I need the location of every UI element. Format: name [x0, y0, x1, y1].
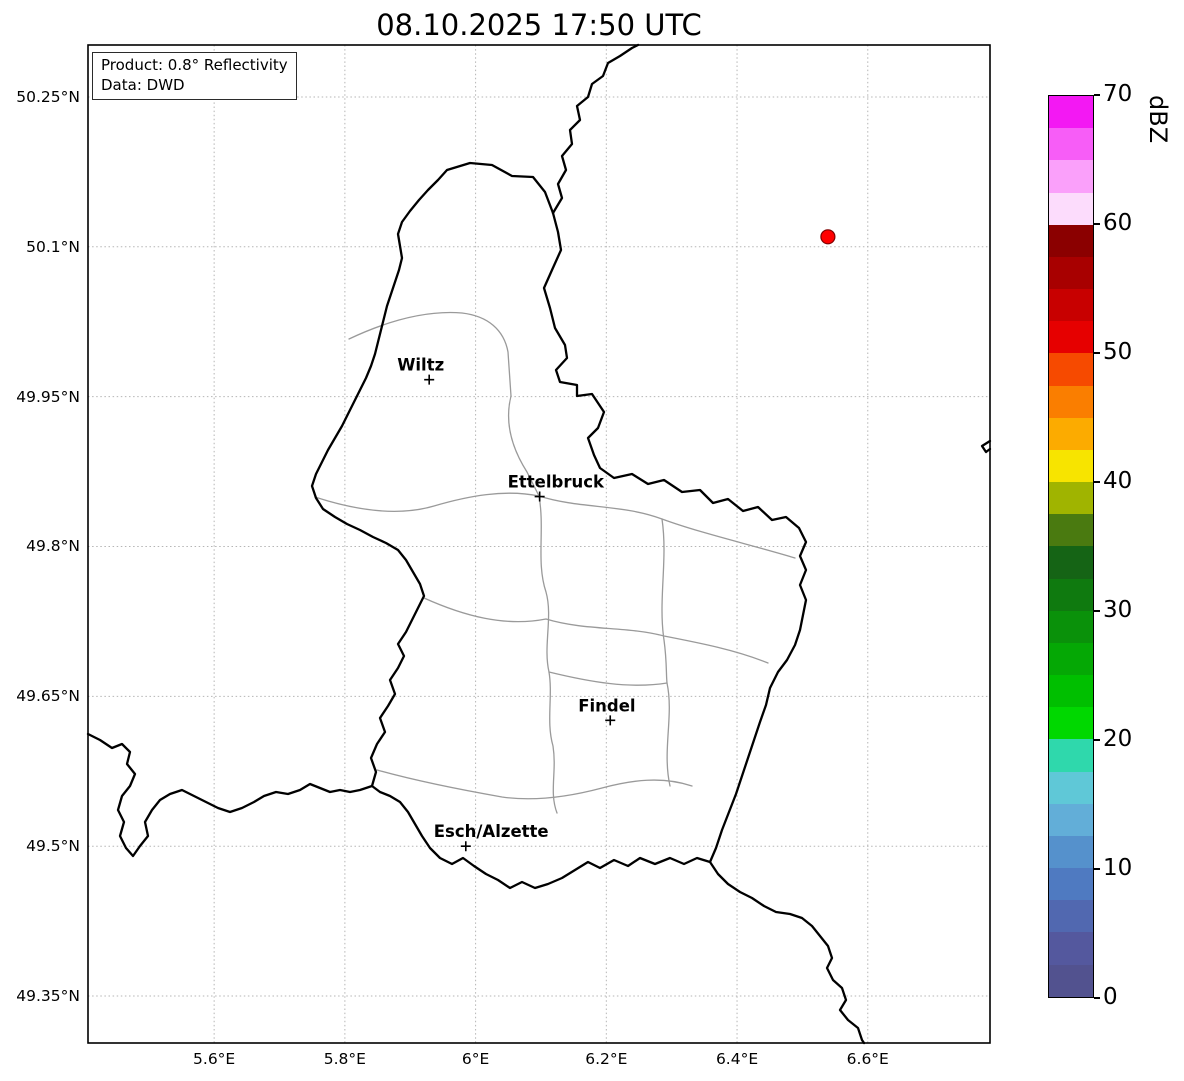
colorbar-tick	[1094, 868, 1100, 870]
colorbar-tick	[1094, 94, 1100, 96]
colorbar-tick	[1094, 481, 1100, 483]
colorbar-band	[1049, 610, 1093, 643]
colorbar-tick-label: 40	[1103, 468, 1133, 494]
colorbar-band	[1049, 96, 1093, 129]
colorbar-tick-label: 60	[1103, 210, 1133, 236]
x-axis-tick-label: 6.6°E	[846, 1050, 889, 1068]
colorbar-band	[1049, 128, 1093, 161]
district-border-line	[548, 671, 668, 686]
colorbar-band	[1049, 803, 1093, 836]
y-axis-tick-label: 49.65°N	[16, 687, 80, 706]
x-axis-tick-label: 5.8°E	[323, 1050, 366, 1068]
city-label: Ettelbruck	[508, 473, 605, 492]
city-label: Findel	[578, 696, 635, 715]
y-axis-tick-label: 49.5°N	[26, 837, 80, 856]
city-label: Esch/Alzette	[434, 822, 549, 841]
colorbar-band	[1049, 675, 1093, 708]
colorbar-tick	[1094, 352, 1100, 354]
belgium-france-border	[86, 732, 374, 858]
colorbar-band	[1049, 192, 1093, 225]
colorbar-tick-label: 70	[1103, 81, 1133, 107]
x-axis-tick-label: 5.6°E	[193, 1050, 236, 1068]
info-product-line: Product: 0.8° Reflectivity	[101, 56, 288, 74]
x-axis-tick-label: 6.2°E	[585, 1050, 628, 1068]
y-axis-tick-label: 50.1°N	[26, 237, 80, 256]
colorbar-tick-label: 0	[1103, 984, 1118, 1010]
info-box: Product: 0.8° Reflectivity Data: DWD	[92, 52, 297, 100]
country-borders	[86, 43, 992, 1045]
colorbar-band	[1049, 964, 1093, 997]
colorbar-band	[1049, 900, 1093, 933]
colorbar-band	[1049, 160, 1093, 193]
x-axis-tick-label: 6°E	[461, 1050, 490, 1068]
colorbar	[1048, 95, 1094, 998]
district-border-line	[423, 597, 769, 664]
colorbar-band	[1049, 514, 1093, 547]
city-label: Wiltz	[397, 356, 444, 375]
colorbar-band	[1049, 385, 1093, 418]
colorbar-band	[1049, 353, 1093, 386]
info-source-line: Data: DWD	[101, 76, 185, 94]
border-edge-fragment	[980, 439, 992, 454]
district-border-line	[661, 518, 671, 787]
page-title: 08.10.2025 17:50 UTC	[376, 8, 702, 42]
y-axis-tick-label: 49.8°N	[26, 537, 80, 556]
district-border-line	[348, 311, 512, 397]
colorbar-band	[1049, 771, 1093, 804]
y-axis-tick-label: 50.25°N	[16, 87, 80, 106]
district-border-line	[507, 395, 540, 497]
district-border-line	[314, 492, 540, 512]
city-marker	[424, 374, 435, 385]
y-axis-tick-label: 49.35°N	[16, 987, 80, 1006]
colorbar-tick	[1094, 223, 1100, 225]
colorbar-band	[1049, 224, 1093, 257]
district-border-line	[538, 495, 796, 559]
colorbar-tick-label: 50	[1103, 339, 1133, 365]
luxembourg-border	[310, 161, 808, 890]
colorbar-band	[1049, 642, 1093, 676]
colorbar-tick-label: 20	[1103, 726, 1133, 752]
district-border-line	[538, 495, 558, 814]
y-axis-tick-label: 49.95°N	[16, 387, 80, 406]
colorbar-band	[1049, 739, 1093, 772]
grid-layer	[88, 45, 990, 1043]
colorbar-tick-label: 30	[1103, 597, 1133, 623]
colorbar-tick	[1094, 610, 1100, 612]
colorbar-band	[1049, 546, 1093, 579]
colorbar-tick	[1094, 997, 1100, 999]
belgium-germany-border	[551, 43, 640, 215]
colorbar-title: dBZ	[1144, 95, 1172, 144]
colorbar-band	[1049, 289, 1093, 322]
radar-site-dot	[820, 229, 836, 245]
france-germany-border	[708, 860, 866, 1045]
colorbar-band	[1049, 321, 1093, 354]
district-border-line	[376, 769, 693, 800]
colorbar-band	[1049, 417, 1093, 450]
colorbar-tick	[1094, 739, 1100, 741]
colorbar-band	[1049, 868, 1093, 901]
city-marker	[534, 491, 545, 502]
colorbar-band	[1049, 256, 1093, 290]
colorbar-band	[1049, 707, 1093, 740]
colorbar-band	[1049, 482, 1093, 515]
colorbar-band	[1049, 835, 1093, 869]
city-marker	[605, 715, 616, 726]
city-marker	[460, 841, 471, 852]
colorbar-tick-label: 10	[1103, 855, 1133, 881]
district-borders	[314, 311, 796, 814]
colorbar-band	[1049, 449, 1093, 483]
colorbar-band	[1049, 932, 1093, 965]
city-layer: Wiltz Ettelbruck Findel Esch/Alzette	[397, 229, 836, 852]
x-axis-tick-label: 6.4°E	[715, 1050, 759, 1068]
plot-frame	[87, 44, 991, 1044]
colorbar-band	[1049, 578, 1093, 611]
